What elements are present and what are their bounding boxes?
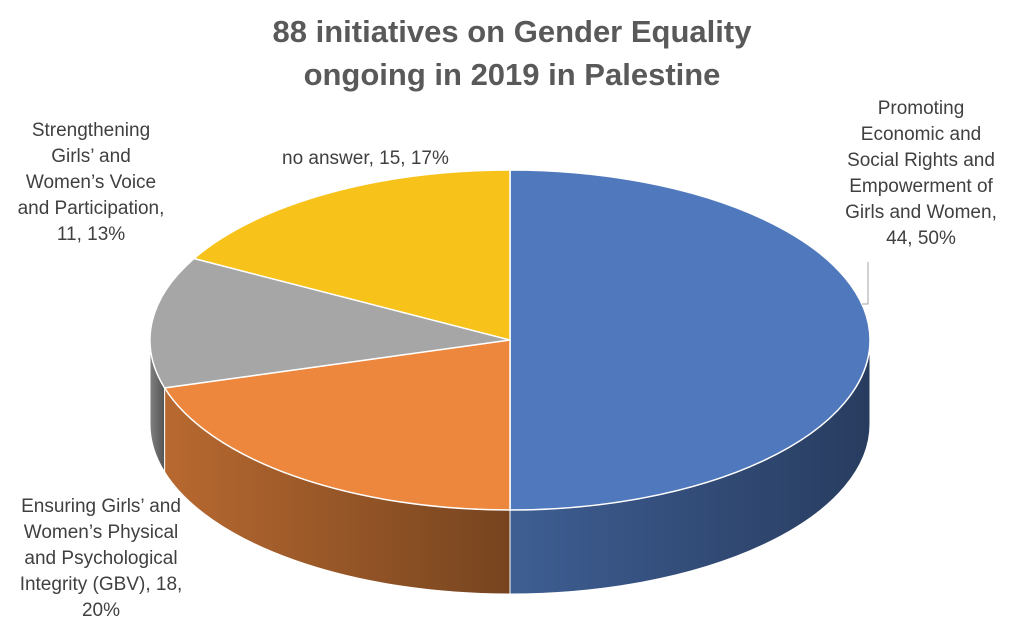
slice-label-line: 11, 13% [56, 224, 126, 245]
slice-label-line: Girls and Women, [845, 202, 997, 223]
slice-label-line: Empowerment of [849, 176, 993, 197]
chart-title-line-1: 88 initiatives on Gender Equality [272, 14, 752, 49]
pie-slice-0 [509, 169, 871, 511]
chart-title-line-2: ongoing in 2019 in Palestine [303, 57, 721, 92]
label-leader-line [862, 262, 869, 305]
slice-label-line: Social Rights and [847, 150, 995, 171]
slice-label-voice-participation: Strengthening Girls’ and Women’s Voice a… [2, 118, 180, 248]
slice-label-line: Ensuring Girls’ and [21, 496, 181, 517]
pie-slice-2 [149, 257, 511, 389]
chart-title: 88 initiatives on Gender Equality ongoin… [0, 10, 1024, 96]
slice-label-line: Women’s Physical [23, 522, 179, 543]
slice-label-line: Economic and [860, 124, 982, 145]
slice-label-line: Promoting [877, 98, 965, 119]
slice-label-line: and Participation, [17, 198, 165, 219]
slice-label-no-answer: no answer, 15, 17% [282, 146, 449, 172]
slice-label-gbv: Ensuring Girls’ and Women’s Physical and… [6, 494, 196, 624]
slice-label-economic-rights: Promoting Economic and Social Rights and… [836, 96, 1006, 252]
slice-label-line: Integrity (GBV), 18, [19, 574, 183, 595]
pie-slice-3 [192, 169, 511, 341]
pie-slice-1 [163, 339, 511, 511]
slice-label-line: 20% [81, 600, 121, 621]
slice-label-line: Women’s Voice [25, 172, 157, 193]
slice-label-line: 44, 50% [886, 228, 956, 249]
slice-label-line: Girls’ and [51, 146, 131, 167]
slice-label-line: no answer, 15, 17% [282, 148, 449, 169]
slice-label-line: and Psychological [24, 548, 178, 569]
slice-label-line: Strengthening [31, 120, 151, 141]
